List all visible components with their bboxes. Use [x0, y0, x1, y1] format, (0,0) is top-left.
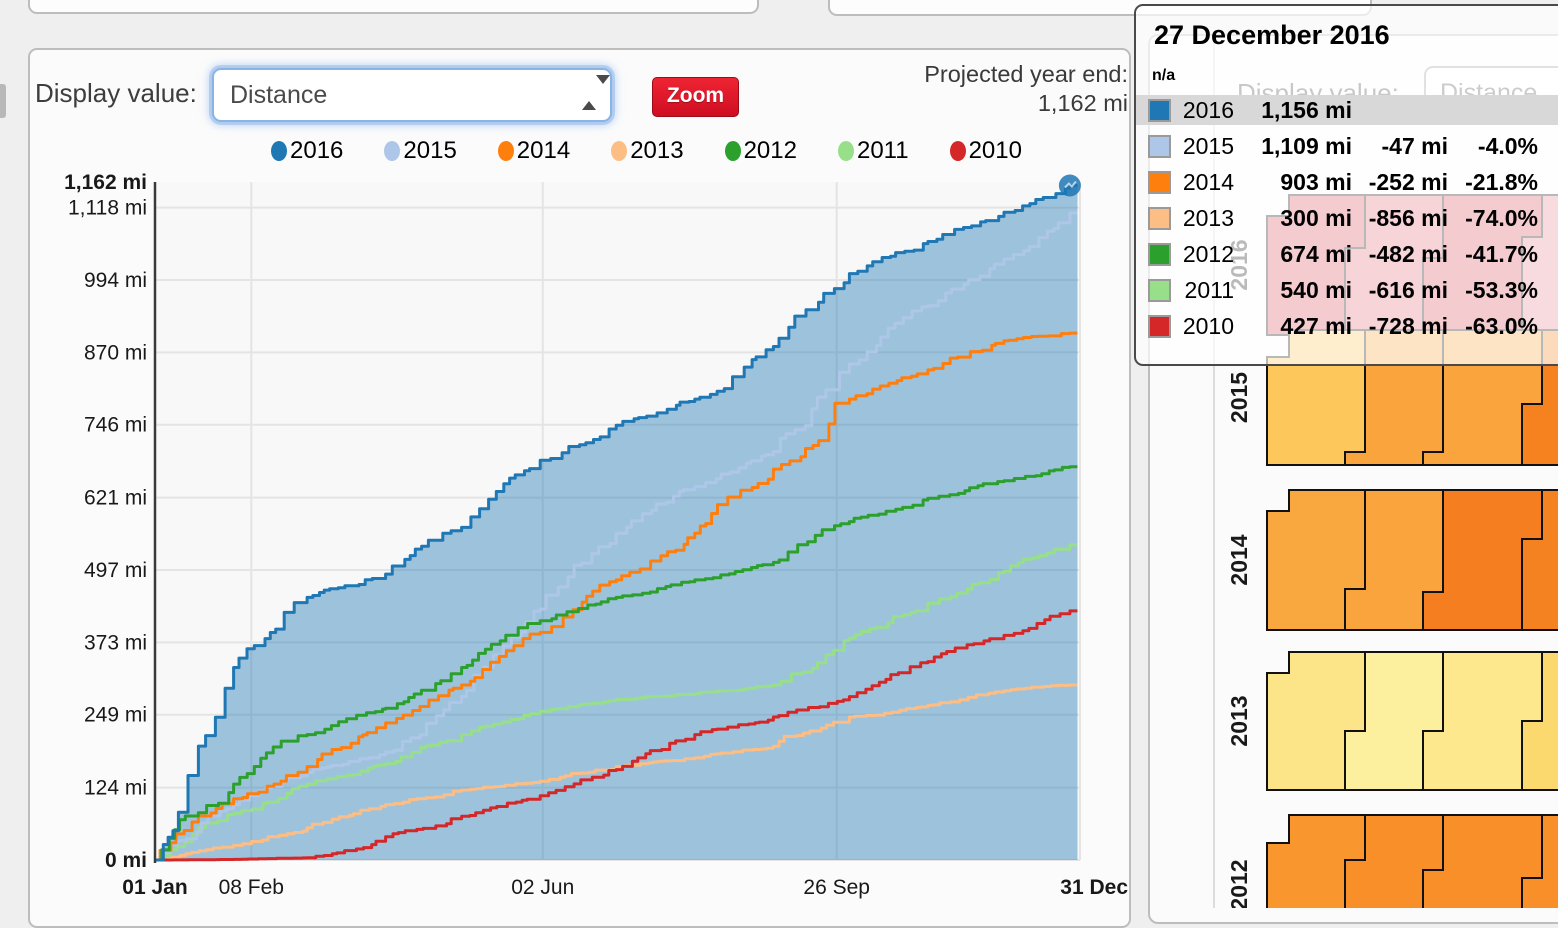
tooltip-year-swatch: [1148, 278, 1171, 302]
tooltip-year-value: 903 mi: [1280, 168, 1352, 195]
page-edge-sliver: [0, 84, 6, 118]
tooltip-row-2011: 2011 540 mi -616 mi -53.3%: [1136, 275, 1558, 305]
display-value-select[interactable]: Distance: [212, 68, 612, 122]
legend-item-label: 2014: [516, 137, 571, 164]
chart-tooltip: 27 December 2016 n/a 2016 1,156 mi 2015 1,1…: [1134, 4, 1558, 366]
tooltip-year-value: 427 mi: [1280, 312, 1352, 339]
legend-item-2010[interactable]: 2010: [949, 137, 1022, 165]
tooltip-year-swatch: [1148, 98, 1171, 122]
display-value-label: Display value:: [35, 78, 197, 108]
legend-dot-icon: [837, 141, 854, 161]
top-panel-left: [28, 0, 759, 14]
tooltip-year-diff: -856 mi: [1368, 204, 1448, 231]
legend-item-2014[interactable]: 2014: [497, 137, 571, 165]
legend-item-label: 2011: [856, 137, 909, 164]
tooltip-year-diff: -252 mi: [1368, 168, 1448, 195]
tooltip-year-label: 2016: [1182, 96, 1234, 123]
legend-dot-icon: [384, 141, 401, 161]
legend-item-2012[interactable]: 2012: [724, 137, 797, 165]
tooltip-year-value: 300 mi: [1280, 204, 1352, 231]
tooltip-year-pct: -63.0%: [1465, 312, 1538, 339]
tooltip-year-label: 2013: [1182, 204, 1234, 231]
tooltip-date-title: 27 December 2016: [1154, 20, 1390, 50]
tooltip-year-pct: -74.0%: [1465, 204, 1538, 231]
tooltip-row-2014: 2014 903 mi -252 mi -21.8%: [1136, 167, 1558, 197]
tooltip-year-diff: -616 mi: [1368, 276, 1448, 303]
tooltip-row-2013: 2013 300 mi -856 mi -74.0%: [1136, 203, 1558, 233]
legend-dot-icon: [949, 141, 966, 161]
legend-item-label: 2013: [630, 137, 684, 164]
tooltip-year-value: 1,156 mi: [1261, 96, 1352, 123]
legend-item-2016[interactable]: 2016: [271, 137, 343, 165]
tooltip-year-label: 2010: [1182, 312, 1234, 339]
zoom-button[interactable]: Zoom: [652, 77, 739, 117]
legend-dot-icon: [497, 141, 514, 161]
tooltip-row-2012: 2012 674 mi -482 mi -41.7%: [1136, 239, 1558, 269]
legend-dot-icon: [271, 141, 288, 161]
tooltip-year-swatch: [1148, 206, 1171, 230]
tooltip-row-2010: 2010 427 mi -728 mi -63.0%: [1136, 311, 1558, 341]
heatmap-axis-line: [1213, 36, 1215, 908]
select-updown-icon: [582, 75, 610, 110]
tooltip-year-value: 674 mi: [1280, 240, 1352, 267]
tooltip-year-diff: -47 mi: [1381, 132, 1448, 159]
tooltip-year-pct: -4.0%: [1477, 132, 1538, 159]
tooltip-row-2015: 2015 1,109 mi -47 mi -4.0%: [1136, 131, 1558, 161]
legend-item-2013[interactable]: 2013: [611, 137, 684, 165]
tooltip-year-swatch: [1148, 242, 1171, 266]
tooltip-year-label: 2015: [1182, 132, 1234, 159]
legend-dot-icon: [611, 141, 628, 161]
tooltip-year-label: 2014: [1182, 168, 1234, 195]
year-legend: 2016 2015 2014 2013 2012 2011 2010: [184, 137, 1109, 165]
projected-year-end-label: Projected year end:: [924, 61, 1128, 87]
legend-item-2011[interactable]: 2011: [837, 137, 909, 165]
tooltip-na-label: n/a: [1152, 67, 1176, 84]
tooltip-year-swatch: [1148, 134, 1171, 158]
tooltip-year-value: 1,109 mi: [1261, 132, 1352, 159]
tooltip-year-diff: -482 mi: [1368, 240, 1448, 267]
tooltip-year-value: 540 mi: [1280, 276, 1352, 303]
tooltip-row-2016: 2016 1,156 mi: [1136, 95, 1558, 125]
distance-chart-panel: [28, 48, 1131, 928]
tooltip-year-label: 2012: [1182, 240, 1234, 267]
tooltip-year-diff: -728 mi: [1368, 312, 1448, 339]
tooltip-year-pct: -21.8%: [1465, 168, 1538, 195]
tooltip-year-label: 2011: [1184, 276, 1234, 303]
tooltip-year-swatch: [1148, 314, 1171, 338]
tooltip-year-pct: -53.3%: [1465, 276, 1538, 303]
legend-item-label: 2010: [968, 137, 1022, 164]
projected-year-end: Projected year end: 1,162 mi: [820, 60, 1128, 118]
display-value-selected: Distance: [230, 81, 328, 109]
tooltip-year-table: 2016 1,156 mi 2015 1,109 mi -47 mi -4.0% 2014 9…: [1136, 95, 1558, 341]
tooltip-year-pct: -41.7%: [1465, 240, 1538, 267]
projected-year-end-value: 1,162 mi: [1037, 90, 1128, 116]
legend-item-label: 2016: [290, 137, 344, 164]
tooltip-year-swatch: [1148, 170, 1171, 194]
legend-item-2015[interactable]: 2015: [384, 137, 457, 165]
legend-item-label: 2015: [403, 137, 457, 164]
legend-dot-icon: [724, 141, 741, 161]
legend-item-label: 2012: [743, 137, 797, 164]
